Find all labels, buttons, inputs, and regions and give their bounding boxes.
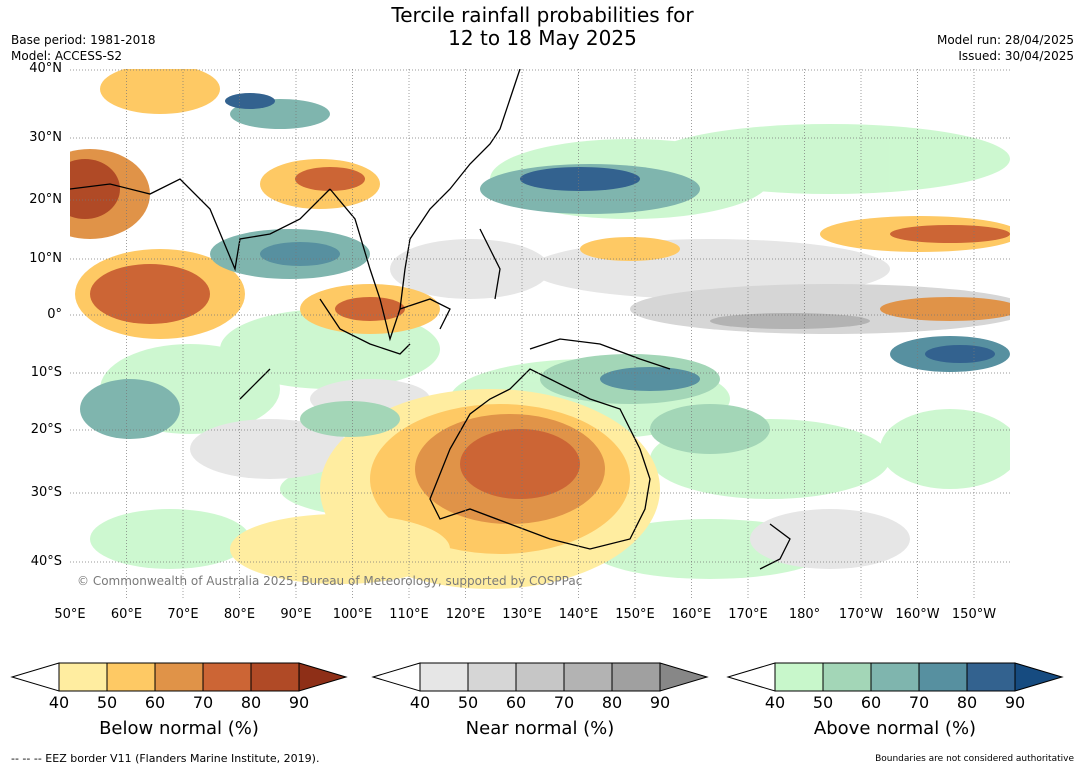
lon-label: 70°E xyxy=(167,607,199,622)
colorbar-tick: 40 xyxy=(764,693,786,712)
colorbar-segment xyxy=(250,662,300,692)
meta-right: Model run: 28/04/2025 Issued: 30/04/2025 xyxy=(937,32,1074,64)
colorbar-segment xyxy=(611,662,661,692)
lat-label: 20°S xyxy=(30,422,62,437)
above-normal-patches xyxy=(80,93,1010,454)
lat-label: 40°N xyxy=(29,61,62,76)
colorbar-tick: 50 xyxy=(812,693,834,712)
lat-label: 40°S xyxy=(30,554,62,569)
model-run: Model run: 28/04/2025 xyxy=(936,33,1074,47)
colorbar-tick: 60 xyxy=(144,693,166,712)
colorbar-tick: 90 xyxy=(649,693,671,712)
lon-label: 130°E xyxy=(502,607,542,622)
lat-label: 20°N xyxy=(29,192,62,207)
colorbar-segment xyxy=(58,662,108,692)
model-name: Model: ACCESS-S2 xyxy=(11,49,123,63)
lon-label: 100°E xyxy=(332,607,373,622)
colorbar-tick: 50 xyxy=(457,693,479,712)
colorbar-tick: 70 xyxy=(192,693,214,712)
lon-label: 150°E xyxy=(615,607,655,622)
lon-label: 110°E xyxy=(389,607,429,622)
colorbar-segment xyxy=(202,662,252,692)
title-line-1: Tercile rainfall probabilities for xyxy=(391,3,694,27)
colorbars xyxy=(10,662,1064,692)
colorbar-segment xyxy=(966,662,1016,692)
lon-label: 60°E xyxy=(110,607,143,622)
colorbar-segment xyxy=(918,662,968,692)
lon-label: 50°E xyxy=(54,607,86,622)
copyright-credit: © Commonwealth of Australia 2025, Bureau… xyxy=(77,574,583,588)
issued-date: Issued: 30/04/2025 xyxy=(958,49,1074,63)
below-normal-patches xyxy=(70,69,1010,589)
lon-label: 140°E xyxy=(558,607,599,622)
lon-label: 160°E xyxy=(671,607,712,622)
colorbar-segment xyxy=(106,662,156,692)
colorbar-segment xyxy=(515,662,565,692)
lon-label: 170°W xyxy=(838,607,884,622)
colorbar-tick: 80 xyxy=(956,693,978,712)
colorbar-tick: 70 xyxy=(908,693,930,712)
below-normal-title: Below normal (%) xyxy=(99,718,259,739)
lat-label: 30°S xyxy=(30,485,62,500)
lat-label: 30°N xyxy=(29,130,62,145)
colorbar-segment xyxy=(154,662,204,692)
meta-left: Base period: 1981-2018 Model: ACCESS-S2 xyxy=(11,32,156,64)
map-title: Tercile rainfall probabilities for 12 to… xyxy=(0,4,1085,50)
colorbar-tick: 90 xyxy=(1004,693,1026,712)
colorbar-tick: 90 xyxy=(288,693,310,712)
lon-label: 180° xyxy=(788,607,821,622)
colorbar-segment xyxy=(563,662,613,692)
colorbar-tick: 60 xyxy=(505,693,527,712)
colorbar-segment xyxy=(659,662,709,692)
colorbar-tick: 70 xyxy=(553,693,575,712)
colorbar-segment xyxy=(1014,662,1064,692)
boundaries-disclaimer: Boundaries are not considered authoritat… xyxy=(875,754,1074,764)
colorbar-segment xyxy=(870,662,920,692)
eez-border-note: -- -- -- EEZ border V11 (Flanders Marine… xyxy=(11,752,320,765)
lat-label: 0° xyxy=(47,307,62,322)
lon-label: 170°E xyxy=(728,607,768,622)
gridlines xyxy=(70,69,1010,599)
lat-label: 10°S xyxy=(30,365,62,380)
colorbar-segment xyxy=(298,662,348,692)
title-line-2: 12 to 18 May 2025 xyxy=(448,26,637,50)
colorbar-segment xyxy=(467,662,517,692)
colorbar-tick: 80 xyxy=(240,693,262,712)
lon-label: 80°E xyxy=(223,607,256,622)
lon-label: 120°E xyxy=(445,607,486,622)
lon-label: 90°E xyxy=(280,607,312,622)
below-normal-colorbar xyxy=(10,662,348,692)
near-normal-title: Near normal (%) xyxy=(465,718,615,739)
above-normal-colorbar xyxy=(726,662,1064,692)
base-period: Base period: 1981-2018 xyxy=(11,33,156,47)
colorbar-tick: 40 xyxy=(409,693,431,712)
colorbar-segment xyxy=(822,662,872,692)
colorbar-segment xyxy=(774,662,824,692)
near-normal-colorbar xyxy=(371,662,709,692)
probability-map xyxy=(70,69,1010,599)
colorbar-tick: 40 xyxy=(48,693,70,712)
colorbar-tick: 50 xyxy=(96,693,118,712)
above-normal-title: Above normal (%) xyxy=(813,718,977,739)
lon-label: 150°W xyxy=(951,607,997,622)
coastlines xyxy=(70,69,791,570)
colorbar-tick: 60 xyxy=(860,693,882,712)
lon-label: 160°W xyxy=(895,607,940,622)
colorbar-segment xyxy=(419,662,469,692)
colorbar-tick: 80 xyxy=(601,693,623,712)
lat-label: 10°N xyxy=(29,251,62,266)
